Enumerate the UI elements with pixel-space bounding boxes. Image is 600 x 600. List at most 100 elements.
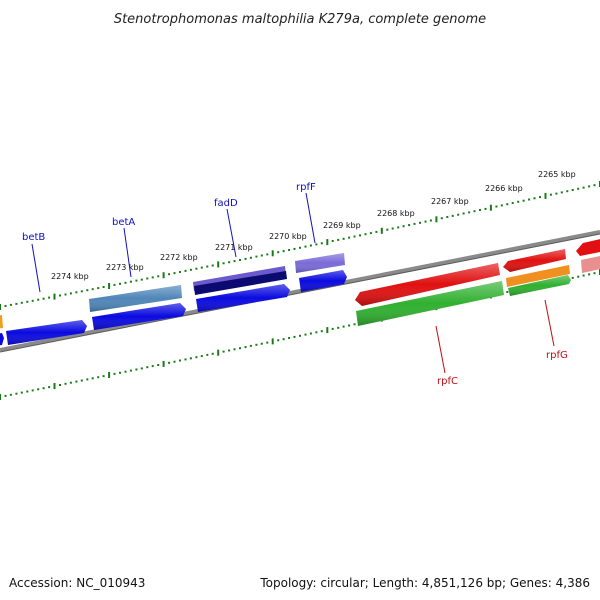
lower-tick-13 bbox=[69, 381, 72, 384]
upper-tick-16 bbox=[86, 289, 89, 292]
gene-label-rpfC[interactable]: rpfC bbox=[437, 376, 458, 387]
lower-tick-61 bbox=[331, 327, 334, 330]
gene-label-rpfF[interactable]: rpfF bbox=[296, 182, 316, 193]
gene-label-fadD[interactable]: fadD bbox=[214, 198, 238, 209]
lower-tick-65 bbox=[353, 323, 356, 326]
upper-tick-62 bbox=[337, 238, 340, 241]
scale-label-2269: 2269 kbp bbox=[323, 221, 361, 230]
lower-tick-64 bbox=[348, 324, 351, 327]
upper-tick-76 bbox=[413, 222, 416, 225]
gene-label-betB[interactable]: betB bbox=[22, 232, 45, 243]
upper-tick-29 bbox=[157, 275, 160, 278]
lower-tick-4 bbox=[20, 391, 23, 394]
upper-tick-41 bbox=[222, 262, 225, 265]
gene-label-rpfG[interactable]: rpfG bbox=[546, 350, 568, 361]
upper-tick-36 bbox=[195, 267, 198, 270]
upper-tick-83 bbox=[451, 214, 454, 217]
upper-tick-91 bbox=[495, 205, 498, 208]
feature-orange-rpfG[interactable] bbox=[506, 265, 570, 287]
upper-tick-77 bbox=[419, 221, 421, 224]
feature-green-rpfC-shade bbox=[356, 281, 504, 326]
upper-tick-27 bbox=[146, 277, 149, 280]
upper-tick-2 bbox=[9, 303, 12, 306]
upper-tick-11 bbox=[59, 294, 61, 297]
upper-tick-79 bbox=[429, 219, 432, 222]
upper-tick-80 bbox=[435, 216, 438, 223]
lower-tick-44 bbox=[239, 347, 241, 350]
upper-tick-94 bbox=[511, 202, 514, 204]
gene-label-betA[interactable]: betA bbox=[112, 217, 135, 228]
lower-tick-106 bbox=[577, 275, 580, 278]
upper-tick-51 bbox=[277, 251, 280, 254]
feature-purple-rpfF-shade bbox=[295, 253, 345, 273]
upper-tick-107 bbox=[582, 186, 585, 189]
lower-tick-57 bbox=[309, 332, 312, 335]
feature-red-right[interactable] bbox=[576, 238, 600, 256]
feature-navy-fadD[interactable] bbox=[194, 271, 287, 295]
gene-labels: betB betA fadD rpfF rpfC rpfG bbox=[22, 182, 568, 387]
lower-tick-19 bbox=[102, 375, 105, 378]
lower-tick-47 bbox=[255, 343, 258, 346]
lower-tick-18 bbox=[97, 376, 100, 379]
upper-tick-46 bbox=[249, 256, 252, 259]
upper-tick-37 bbox=[200, 266, 203, 269]
upper-tick-47 bbox=[255, 255, 258, 258]
lower-tick-56 bbox=[304, 333, 307, 336]
upper-tick-22 bbox=[119, 282, 121, 285]
upper-tick-30 bbox=[162, 272, 165, 279]
lower-tick-59 bbox=[320, 330, 323, 333]
upper-tick-86 bbox=[468, 211, 471, 214]
upper-tick-58 bbox=[315, 243, 318, 246]
upper-tick-15 bbox=[80, 290, 83, 293]
upper-tick-48 bbox=[260, 254, 263, 257]
upper-tick-26 bbox=[140, 278, 143, 281]
upper-tick-14 bbox=[75, 291, 78, 294]
lower-tick-0 bbox=[0, 394, 1, 400]
upper-tick-93 bbox=[506, 203, 509, 206]
lower-tick-33 bbox=[179, 359, 181, 362]
upper-tick-60 bbox=[326, 239, 329, 246]
upper-tick-74 bbox=[402, 225, 405, 228]
lower-tick-60 bbox=[326, 327, 329, 334]
lower-tick-63 bbox=[342, 325, 345, 328]
leader-betA bbox=[123, 227, 132, 278]
lower-tick-27 bbox=[146, 366, 149, 369]
feature-pink-right[interactable] bbox=[581, 255, 600, 273]
lower-tick-32 bbox=[173, 360, 176, 363]
upper-tick-53 bbox=[288, 249, 291, 251]
feature-blue-left-stub[interactable] bbox=[0, 333, 4, 346]
upper-tick-84 bbox=[457, 213, 460, 216]
upper-tick-108 bbox=[588, 185, 591, 188]
lower-tick-38 bbox=[206, 353, 209, 356]
upper-tick-71 bbox=[386, 228, 389, 231]
gene-leaders bbox=[31, 192, 555, 374]
lower-tick-42 bbox=[228, 349, 231, 352]
upper-tick-18 bbox=[97, 287, 100, 290]
leader-rpfG bbox=[544, 299, 555, 347]
upper-tick-99 bbox=[539, 196, 541, 199]
leader-fadD bbox=[226, 208, 237, 258]
genome-backbone bbox=[0, 230, 600, 352]
upper-tick-109 bbox=[593, 184, 596, 187]
upper-tick-82 bbox=[446, 216, 449, 218]
lower-tick-35 bbox=[189, 357, 192, 360]
upper-tick-42 bbox=[228, 261, 231, 264]
upper-tick-45 bbox=[244, 257, 247, 260]
lower-tick-17 bbox=[91, 377, 94, 380]
lower-tick-39 bbox=[211, 352, 214, 355]
lower-tick-45 bbox=[244, 346, 247, 349]
scale-label-2265: 2265 kbp bbox=[538, 170, 576, 179]
lower-tick-53 bbox=[288, 337, 291, 339]
lower-tick-105 bbox=[571, 276, 574, 279]
lower-tick-2 bbox=[9, 393, 12, 396]
lower-tick-10 bbox=[53, 383, 56, 389]
lower-tick-107 bbox=[582, 274, 585, 277]
upper-tick-6 bbox=[31, 299, 34, 302]
lower-tick-55 bbox=[299, 334, 301, 337]
feature-orange-left[interactable] bbox=[0, 315, 3, 329]
upper-tick-97 bbox=[528, 198, 531, 201]
upper-tick-32 bbox=[173, 272, 176, 275]
scale-label-2267: 2267 kbp bbox=[431, 197, 469, 206]
upper-tick-44 bbox=[239, 259, 241, 261]
upper-tick-5 bbox=[26, 300, 29, 303]
